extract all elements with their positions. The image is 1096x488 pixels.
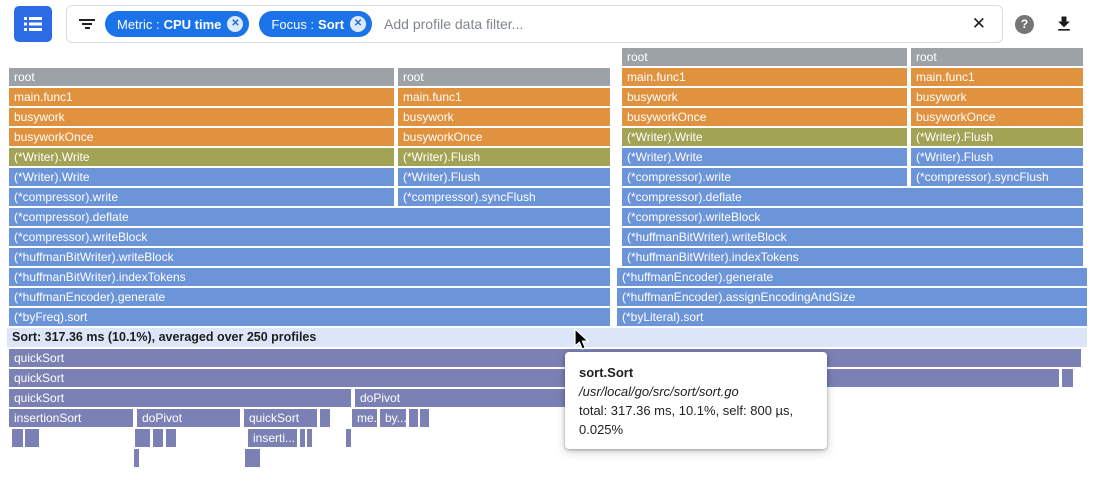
frame-writer-flush[interactable]: (*Writer).Flush — [911, 128, 1083, 146]
frame-fragment[interactable] — [134, 449, 139, 467]
frame-me[interactable]: me... — [352, 409, 377, 427]
frame-huffmanbitwriter-writeblock[interactable]: (*huffmanBitWriter).writeBlock — [9, 248, 610, 266]
frame-byliteral-sort[interactable]: (*byLiteral).sort — [617, 308, 1087, 326]
chip-label: Focus : — [271, 16, 315, 32]
frame-compressor-writeblock[interactable]: (*compressor).writeBlock — [9, 228, 610, 246]
frame-fragment[interactable] — [34, 429, 39, 447]
toolbar: Metric : CPU time ✕ Focus : Sort ✕ ✕ ? — [0, 0, 1096, 48]
frame-busyworkonce[interactable]: busyworkOnce — [622, 108, 907, 126]
frame-huffmanbitwriter-indextokens[interactable]: (*huffmanBitWriter).indexTokens — [622, 248, 1083, 266]
frame-quicksort[interactable]: quickSort — [9, 389, 351, 407]
frame-compressor-write[interactable]: (*compressor).write — [622, 168, 907, 186]
frame-huffmanencoder-assignencodingandsize[interactable]: (*huffmanEncoder).assignEncodingAndSize — [617, 288, 1087, 306]
frame-writer-flush[interactable]: (*Writer).Flush — [398, 148, 610, 166]
frame-huffmanbitwriter-writeblock[interactable]: (*huffmanBitWriter).writeBlock — [622, 228, 1083, 246]
frame-writer-flush[interactable]: (*Writer).Flush — [911, 148, 1083, 166]
frame-compressor-syncflush[interactable]: (*compressor).syncFlush — [911, 168, 1083, 186]
filter-chip-metric[interactable]: Metric : CPU time ✕ — [105, 11, 250, 37]
frame-compressor-write[interactable]: (*compressor).write — [9, 188, 394, 206]
chip-value: Sort — [318, 16, 345, 32]
frame-byfreq-sort[interactable]: (*byFreq).sort — [9, 308, 610, 326]
frame-busyworkonce[interactable]: busyworkOnce — [911, 108, 1083, 126]
chip-remove-icon[interactable]: ✕ — [350, 16, 367, 32]
frame-fragment[interactable] — [12, 429, 23, 447]
filter-input[interactable] — [382, 15, 958, 33]
frame-busyworkonce[interactable]: busyworkOnce — [9, 128, 394, 146]
frame-fragment[interactable] — [255, 449, 260, 467]
frame-quicksort[interactable]: quickSort — [9, 369, 1059, 387]
tooltip-source-path: /usr/local/go/src/sort/sort.go — [579, 384, 739, 399]
frame-compressor-writeblock[interactable]: (*compressor).writeBlock — [622, 208, 1083, 226]
frame-insertionsort[interactable]: insertionSort — [9, 409, 133, 427]
frame-fragment[interactable] — [135, 429, 150, 447]
frame-main-func1[interactable]: main.func1 — [398, 88, 610, 106]
frame-quicksort[interactable]: quickSort — [9, 349, 1081, 367]
help-icon[interactable]: ? — [1015, 14, 1034, 34]
frame-fragment[interactable] — [166, 429, 171, 447]
frame-busywork[interactable]: busywork — [622, 88, 907, 106]
frame-fragment[interactable] — [346, 429, 351, 447]
filter-list-icon — [79, 19, 95, 29]
view-list-icon — [24, 17, 42, 31]
frame-fragment[interactable] — [300, 429, 305, 447]
tooltip-function-name: sort.Sort — [579, 365, 634, 380]
frame-fragment[interactable] — [245, 449, 250, 467]
clear-filters-icon[interactable]: ✕ — [971, 14, 986, 33]
frame-fragment[interactable] — [25, 429, 30, 447]
frame-fragment[interactable] — [171, 429, 176, 447]
frame-tooltip: sort.Sort /usr/local/go/src/sort/sort.go… — [565, 352, 827, 449]
download-icon[interactable] — [1054, 14, 1074, 34]
frame-fragment[interactable] — [307, 429, 312, 447]
frame-fragment[interactable] — [420, 409, 429, 427]
frame-fragment[interactable] — [320, 409, 330, 427]
frame-fragment[interactable] — [250, 449, 255, 467]
frame-huffmanencoder-generate[interactable]: (*huffmanEncoder).generate — [9, 288, 610, 306]
frame-root[interactable]: root — [911, 48, 1083, 66]
frame-busywork[interactable]: busywork — [9, 108, 394, 126]
frame-writer-flush[interactable]: (*Writer).Flush — [398, 168, 610, 186]
frame-inserti[interactable]: inserti... — [248, 429, 297, 447]
filter-bar[interactable]: Metric : CPU time ✕ Focus : Sort ✕ ✕ — [66, 5, 1003, 43]
frame-main-func1[interactable]: main.func1 — [911, 68, 1083, 86]
frame-fragment[interactable] — [409, 409, 418, 427]
frame-busywork[interactable]: busywork — [398, 108, 610, 126]
frame-busywork[interactable]: busywork — [911, 88, 1083, 106]
frame-writer-write[interactable]: (*Writer).Write — [622, 128, 907, 146]
frame-compressor-deflate[interactable]: (*compressor).deflate — [9, 208, 610, 226]
frame-fragment[interactable] — [153, 429, 163, 447]
frame-writer-write[interactable]: (*Writer).Write — [9, 148, 394, 166]
frame-main-func1[interactable]: main.func1 — [9, 88, 394, 106]
frame-fragment[interactable] — [30, 429, 35, 447]
chip-value: CPU time — [163, 16, 222, 32]
frame-huffmanencoder-generate[interactable]: (*huffmanEncoder).generate — [617, 268, 1087, 286]
tooltip-stats: total: 317.36 ms, 10.1%, self: 800 µs, 0… — [579, 403, 794, 437]
frame-root[interactable]: root — [9, 68, 394, 86]
frame-dopivot[interactable]: doPivot — [355, 389, 618, 407]
chip-remove-icon[interactable]: ✕ — [227, 16, 244, 32]
frame-writer-write[interactable]: (*Writer).Write — [9, 168, 394, 186]
frame-sort-317-36-ms-10-1-averaged-over-250-profiles[interactable]: Sort: 317.36 ms (10.1%), averaged over 2… — [7, 328, 1087, 347]
frame-compressor-deflate[interactable]: (*compressor).deflate — [622, 188, 1083, 206]
menu-button[interactable] — [14, 6, 52, 42]
frame-dopivot[interactable]: doPivot — [137, 409, 240, 427]
frame-quicksort[interactable]: quickSort — [244, 409, 317, 427]
frame-writer-write[interactable]: (*Writer).Write — [622, 148, 907, 166]
frame-by[interactable]: by... — [380, 409, 406, 427]
chip-label: Metric : — [117, 16, 160, 32]
filter-chip-focus[interactable]: Focus : Sort ✕ — [259, 11, 373, 37]
frame-root[interactable]: root — [622, 48, 907, 66]
frame-compressor-syncflush[interactable]: (*compressor).syncFlush — [398, 188, 610, 206]
frame-root[interactable]: root — [398, 68, 610, 86]
frame-busyworkonce[interactable]: busyworkOnce — [398, 128, 610, 146]
frame-fragment[interactable] — [1062, 369, 1073, 387]
mouse-cursor-icon — [574, 327, 590, 356]
frame-main-func1[interactable]: main.func1 — [622, 68, 907, 86]
frame-huffmanbitwriter-indextokens[interactable]: (*huffmanBitWriter).indexTokens — [9, 268, 610, 286]
